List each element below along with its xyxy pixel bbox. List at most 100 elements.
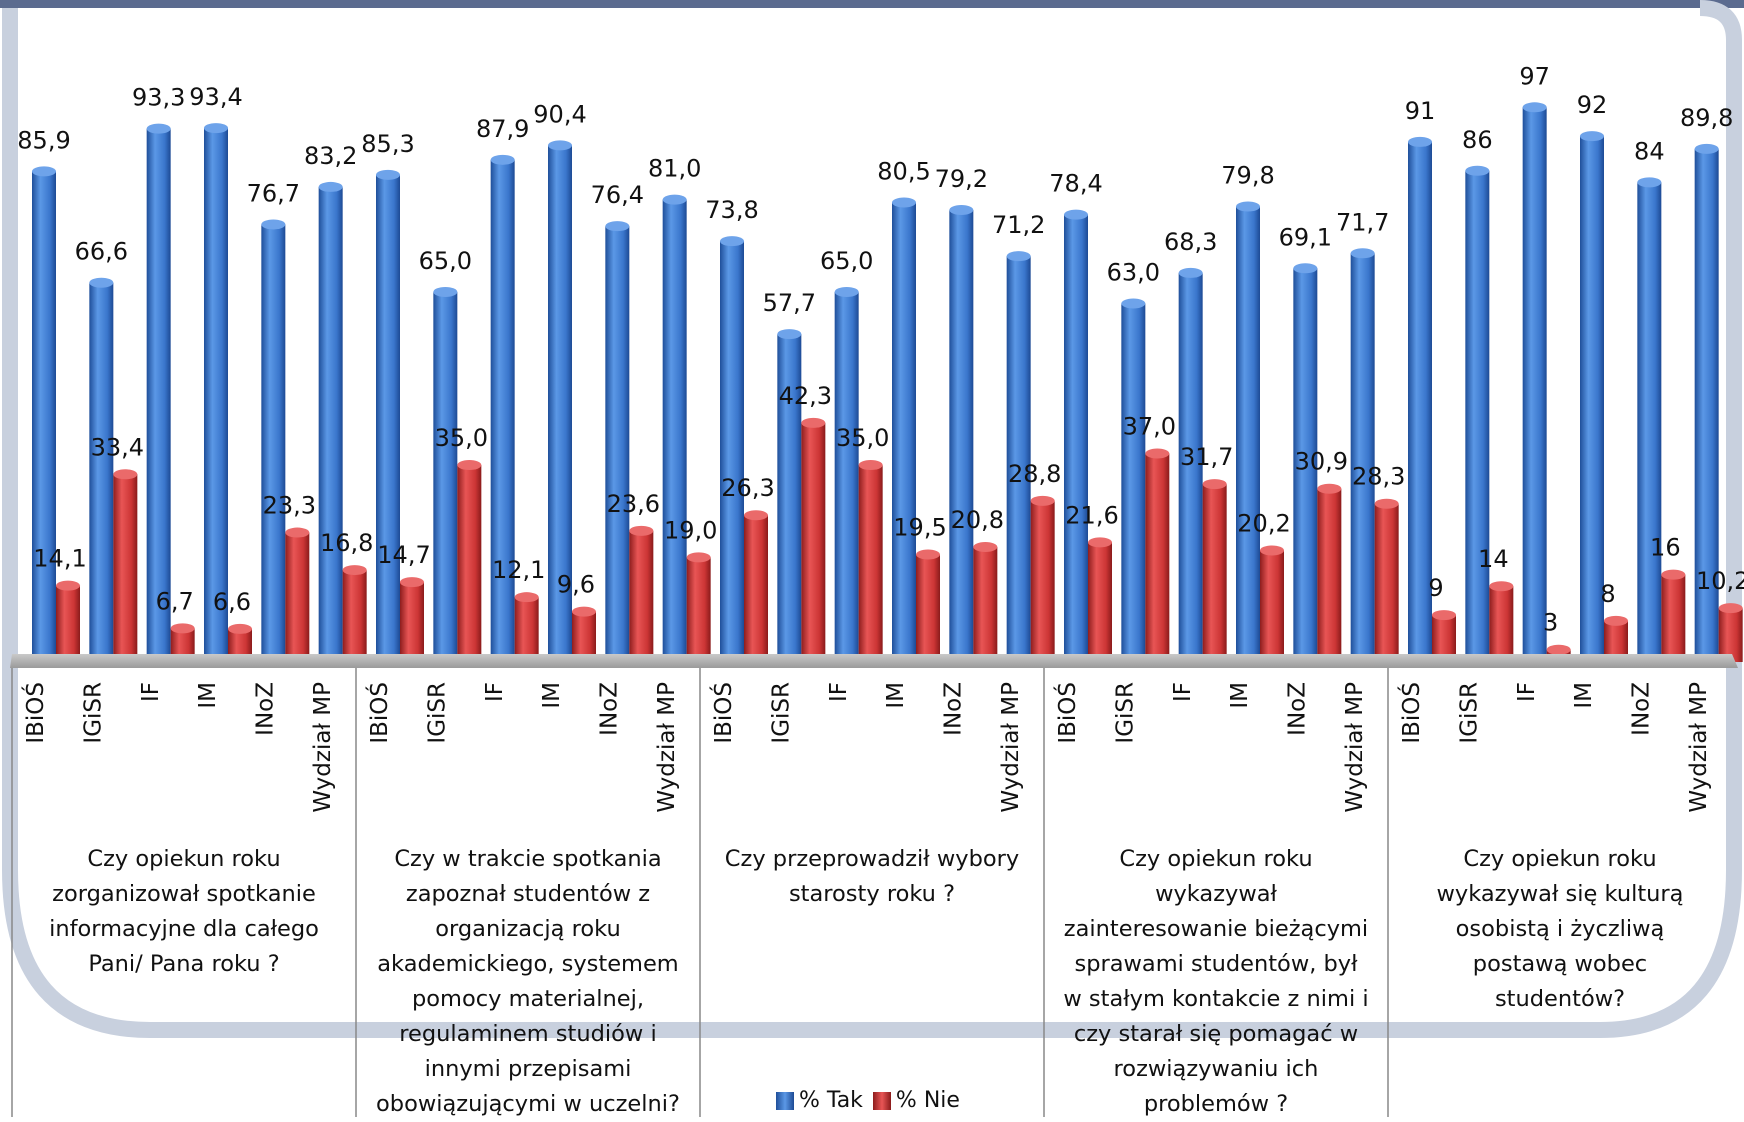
category-label-g3-3: IF [826, 682, 852, 702]
bar-nie-g2-3 [514, 592, 539, 662]
label-tak-g3-4: 80,5 [877, 158, 930, 186]
category-label-g3-6: Wydział MP [998, 682, 1024, 813]
bar-nie-g4-4 [1260, 545, 1284, 662]
label-tak-g2-6: 81,0 [648, 155, 701, 183]
category-label-g2-6: Wydział MP [654, 682, 680, 813]
label-nie-g2-1: 14,7 [377, 541, 430, 569]
bar-tak-g4-6 [1350, 248, 1375, 662]
label-tak-g5-1: 91 [1405, 97, 1436, 125]
label-tak-g3-3: 65,0 [820, 247, 873, 275]
label-tak-g5-2: 86 [1462, 126, 1493, 154]
label-nie-g3-5: 20,8 [951, 506, 1004, 534]
category-label-g4-2: IGiSR [1113, 682, 1139, 744]
bar-tak-g4-2 [1121, 298, 1146, 662]
label-nie-g5-3: 3 [1543, 609, 1558, 637]
bar-tak-g1-6 [318, 181, 343, 662]
bar-tak-g3-5 [949, 205, 974, 663]
bar-tak-g1-5 [261, 219, 286, 663]
legend-label-nie: % Nie [895, 1088, 960, 1113]
label-tak-g4-2: 63,0 [1107, 258, 1160, 286]
bar-tak-g4-5 [1293, 263, 1318, 662]
label-tak-g2-2: 65,0 [419, 247, 472, 275]
question-label-4: Czy opiekun roku wykazywał zainteresowan… [1063, 846, 1369, 1117]
label-tak-g1-2: 66,6 [75, 238, 128, 266]
label-nie-g3-6: 28,8 [1008, 460, 1061, 488]
bar-nie-g5-6 [1718, 603, 1743, 662]
category-label-g1-6: Wydział MP [310, 682, 336, 813]
question-label-3: Czy przeprowadził wybory starosty roku ? [724, 846, 1020, 907]
bar-nie-g3-2 [801, 417, 826, 662]
bar-tak-g5-1 [1408, 136, 1432, 662]
legend-item-tak: % Tak [776, 1088, 863, 1113]
bar-tak-g5-2 [1465, 165, 1490, 662]
label-nie-g2-3: 12,1 [492, 556, 545, 584]
label-nie-g4-3: 31,7 [1180, 443, 1233, 471]
category-label-g1-5: INoZ [253, 682, 279, 736]
bar-nie-g3-1 [744, 510, 768, 662]
label-nie-g2-4: 9,6 [557, 571, 595, 599]
category-label-g5-4: IM [1571, 682, 1597, 709]
bar-tak-g2-1 [376, 169, 400, 662]
label-tak-g2-1: 85,3 [361, 130, 414, 158]
label-tak-g1-1: 85,9 [17, 126, 70, 154]
label-nie-g3-2: 42,3 [779, 382, 832, 410]
bars-layer [32, 102, 1743, 663]
label-tak-g1-4: 93,4 [189, 83, 242, 111]
legend-swatch-nie [872, 1091, 891, 1110]
bar-tak-g1-1 [32, 166, 56, 662]
label-tak-g5-4: 92 [1577, 91, 1608, 119]
legend-label-tak: % Tak [799, 1088, 863, 1113]
label-tak-g3-2: 57,7 [763, 289, 816, 317]
bar-nie-g2-1 [400, 577, 424, 662]
bar-nie-g3-6 [1030, 495, 1055, 662]
bar-nie-g4-2 [1145, 448, 1170, 662]
category-label-g2-4: IM [539, 682, 565, 709]
bar-tak-g3-2 [777, 329, 802, 662]
question-label-5: Czy opiekun roku wykazywał się kulturą o… [1436, 846, 1684, 1012]
label-tak-g5-6: 89,8 [1680, 104, 1733, 132]
label-tak-g1-5: 76,7 [247, 179, 300, 207]
label-tak-g2-3: 87,9 [476, 115, 529, 143]
top-frame-band [0, 0, 1744, 8]
bar-nie-g5-2 [1489, 581, 1514, 662]
bar-nie-g2-4 [572, 606, 596, 662]
bar-nie-g1-5 [285, 527, 310, 662]
label-nie-g5-2: 14 [1478, 545, 1509, 573]
label-nie-g5-5: 16 [1650, 534, 1681, 562]
label-tak-g4-5: 69,1 [1279, 223, 1332, 251]
label-tak-g5-3: 97 [1519, 62, 1550, 90]
label-nie-g4-4: 20,2 [1237, 509, 1290, 537]
bar-nie-g2-2 [457, 460, 482, 662]
legend: % Tak % Nie [776, 1088, 960, 1113]
legend-item-nie: % Nie [872, 1088, 960, 1113]
label-nie-g3-4: 19,5 [893, 513, 946, 541]
category-label-g2-3: IF [482, 682, 508, 702]
category-label-g3-2: IGiSR [769, 682, 795, 744]
category-label-g2-5: INoZ [597, 682, 623, 736]
label-nie-g2-5: 23,6 [607, 490, 660, 518]
value-labels-layer: 85,914,166,633,493,36,793,46,676,723,383… [17, 62, 1744, 636]
bar-tak-g5-6 [1694, 143, 1719, 662]
category-label-g5-2: IGiSR [1457, 682, 1483, 744]
label-nie-g5-1: 9 [1428, 574, 1443, 602]
category-label-g5-5: INoZ [1629, 682, 1655, 736]
label-nie-g1-2: 33,4 [91, 433, 144, 461]
category-label-g5-1: IBiOŚ [1397, 682, 1425, 744]
bar-tak-g3-1 [720, 236, 744, 662]
bar-tak-g1-2 [89, 277, 114, 662]
bar-tak-g3-6 [1006, 251, 1031, 662]
label-tak-g4-3: 68,3 [1164, 228, 1217, 256]
category-label-g5-6: Wydział MP [1686, 682, 1712, 813]
label-tak-g1-6: 83,2 [304, 142, 357, 170]
bar-tak-g4-4 [1236, 201, 1260, 662]
label-nie-g3-3: 35,0 [836, 424, 889, 452]
category-label-g3-1: IBiOŚ [709, 682, 737, 744]
bar-nie-g1-2 [113, 469, 138, 662]
category-label-g1-3: IF [138, 682, 164, 702]
label-tak-g2-4: 90,4 [533, 100, 586, 128]
label-nie-g2-6: 19,0 [664, 516, 717, 544]
category-label-g4-4: IM [1227, 682, 1253, 709]
bar-nie-g4-5 [1317, 483, 1342, 662]
category-label-g5-3: IF [1514, 682, 1540, 702]
